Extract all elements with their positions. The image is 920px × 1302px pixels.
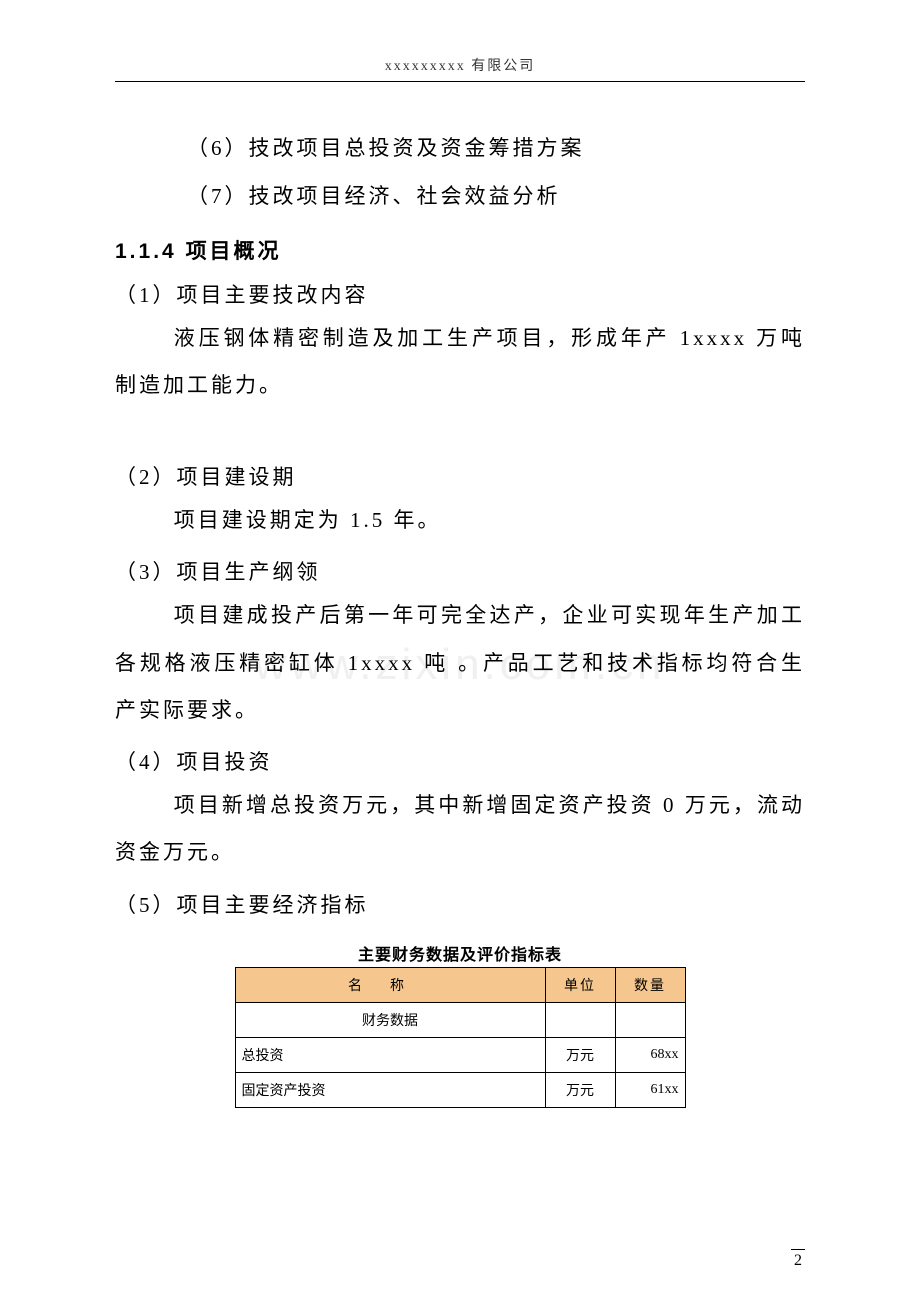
sub4-text: 项目新增总投资万元，其中新增固定资产投资 0 万元，流动资金万元。: [115, 782, 805, 877]
table-body: 财务数据总投资万元68xx固定资产投资万元61xx: [235, 1002, 685, 1107]
table-row: 财务数据: [235, 1002, 685, 1037]
page-header-company: xxxxxxxxx 有限公司: [115, 55, 805, 82]
cell-unit: [545, 1002, 615, 1037]
cell-unit: 万元: [545, 1037, 615, 1072]
cell-name: 财务数据: [235, 1002, 545, 1037]
list-item-6: （6）技改项目总投资及资金筹措方案: [187, 124, 805, 172]
cell-qty: 68xx: [615, 1037, 685, 1072]
cell-name: 总投资: [235, 1037, 545, 1072]
section-number: 1.1.4: [115, 240, 177, 263]
section-title: 项目概况: [186, 240, 282, 263]
page-number: 2: [791, 1249, 805, 1270]
sub3-title: （3）项目生产纲领: [115, 556, 805, 586]
table-header-row: 名称 单位 数量: [235, 967, 685, 1002]
sub3-text: 项目建成投产后第一年可完全达产，企业可实现年生产加工各规格液压精密缸体 1xxx…: [115, 592, 805, 734]
table-row: 总投资万元68xx: [235, 1037, 685, 1072]
sub4-title: （4）项目投资: [115, 746, 805, 776]
th-unit: 单位: [545, 967, 615, 1002]
th-name: 名称: [235, 967, 545, 1002]
sub5-title: （5）项目主要经济指标: [115, 889, 805, 919]
section-heading: 1.1.4 项目概况: [115, 235, 805, 265]
sub1-title: （1）项目主要技改内容: [115, 279, 805, 309]
sub2-title: （2）项目建设期: [115, 461, 805, 491]
cell-name: 固定资产投资: [235, 1072, 545, 1107]
cell-qty: 61xx: [615, 1072, 685, 1107]
th-qty: 数量: [615, 967, 685, 1002]
table-row: 固定资产投资万元61xx: [235, 1072, 685, 1107]
financial-table: 名称 单位 数量 财务数据总投资万元68xx固定资产投资万元61xx: [235, 967, 686, 1108]
cell-qty: [615, 1002, 685, 1037]
sub2-text: 项目建设期定为 1.5 年。: [115, 497, 805, 544]
cell-unit: 万元: [545, 1072, 615, 1107]
sub1-text: 液压钢体精密制造及加工生产项目，形成年产 1xxxx 万吨制造加工能力。: [115, 315, 805, 410]
table-title: 主要财务数据及评价指标表: [115, 941, 805, 965]
list-item-7: （7）技改项目经济、社会效益分析: [187, 172, 805, 220]
